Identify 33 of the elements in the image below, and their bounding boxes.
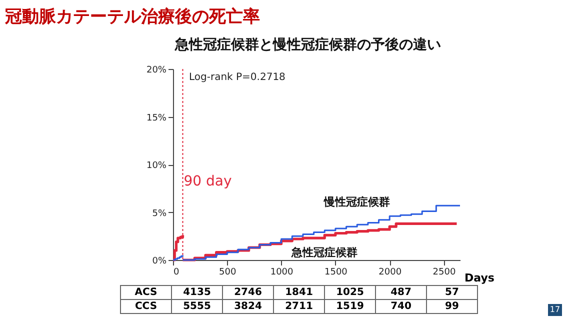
text: 3824 (222, 300, 274, 314)
x-tick-label: 500 (219, 268, 237, 278)
annotation: Log-rank P=0.2718 (189, 72, 286, 83)
text: 99 (426, 300, 478, 314)
text: 2711 (274, 300, 324, 314)
text: 4135 (172, 286, 222, 300)
text: 740 (376, 300, 426, 314)
text: 17 (548, 304, 562, 316)
x-tick-label: 1500 (324, 268, 348, 278)
x-axis-title: Days (464, 272, 495, 284)
y-tick-label: 0% (152, 256, 167, 266)
x-tick-label: 2000 (378, 268, 402, 278)
y-tick-label: 5% (152, 208, 167, 219)
text: 1025 (324, 286, 376, 300)
text: 2746 (222, 286, 274, 300)
text: ACS (120, 286, 172, 300)
text: 487 (376, 286, 426, 300)
x-tick-label: 1000 (270, 268, 294, 278)
x-tick-label: 0 (174, 268, 180, 278)
series-label: 急性冠症候群 (290, 246, 358, 260)
text: 1841 (274, 286, 324, 300)
y-tick-label: 15% (146, 113, 167, 124)
ref-line-label: 90 day (184, 174, 232, 190)
series-label: 慢性冠症候群 (323, 196, 390, 209)
y-tick-label: 10% (146, 161, 167, 171)
text: 5555 (172, 300, 222, 314)
chart-subtitle: 急性冠症候群と慢性冠症候群の予後の違い (175, 36, 441, 54)
x-tick-label: 2500 (432, 268, 456, 278)
chart-title: 冠動脈カテーテル治療後の死亡率 (5, 6, 260, 28)
text: 57 (426, 286, 478, 300)
text: 1519 (324, 300, 376, 314)
text: CCS (120, 300, 172, 314)
y-tick-label: 20% (146, 66, 167, 76)
